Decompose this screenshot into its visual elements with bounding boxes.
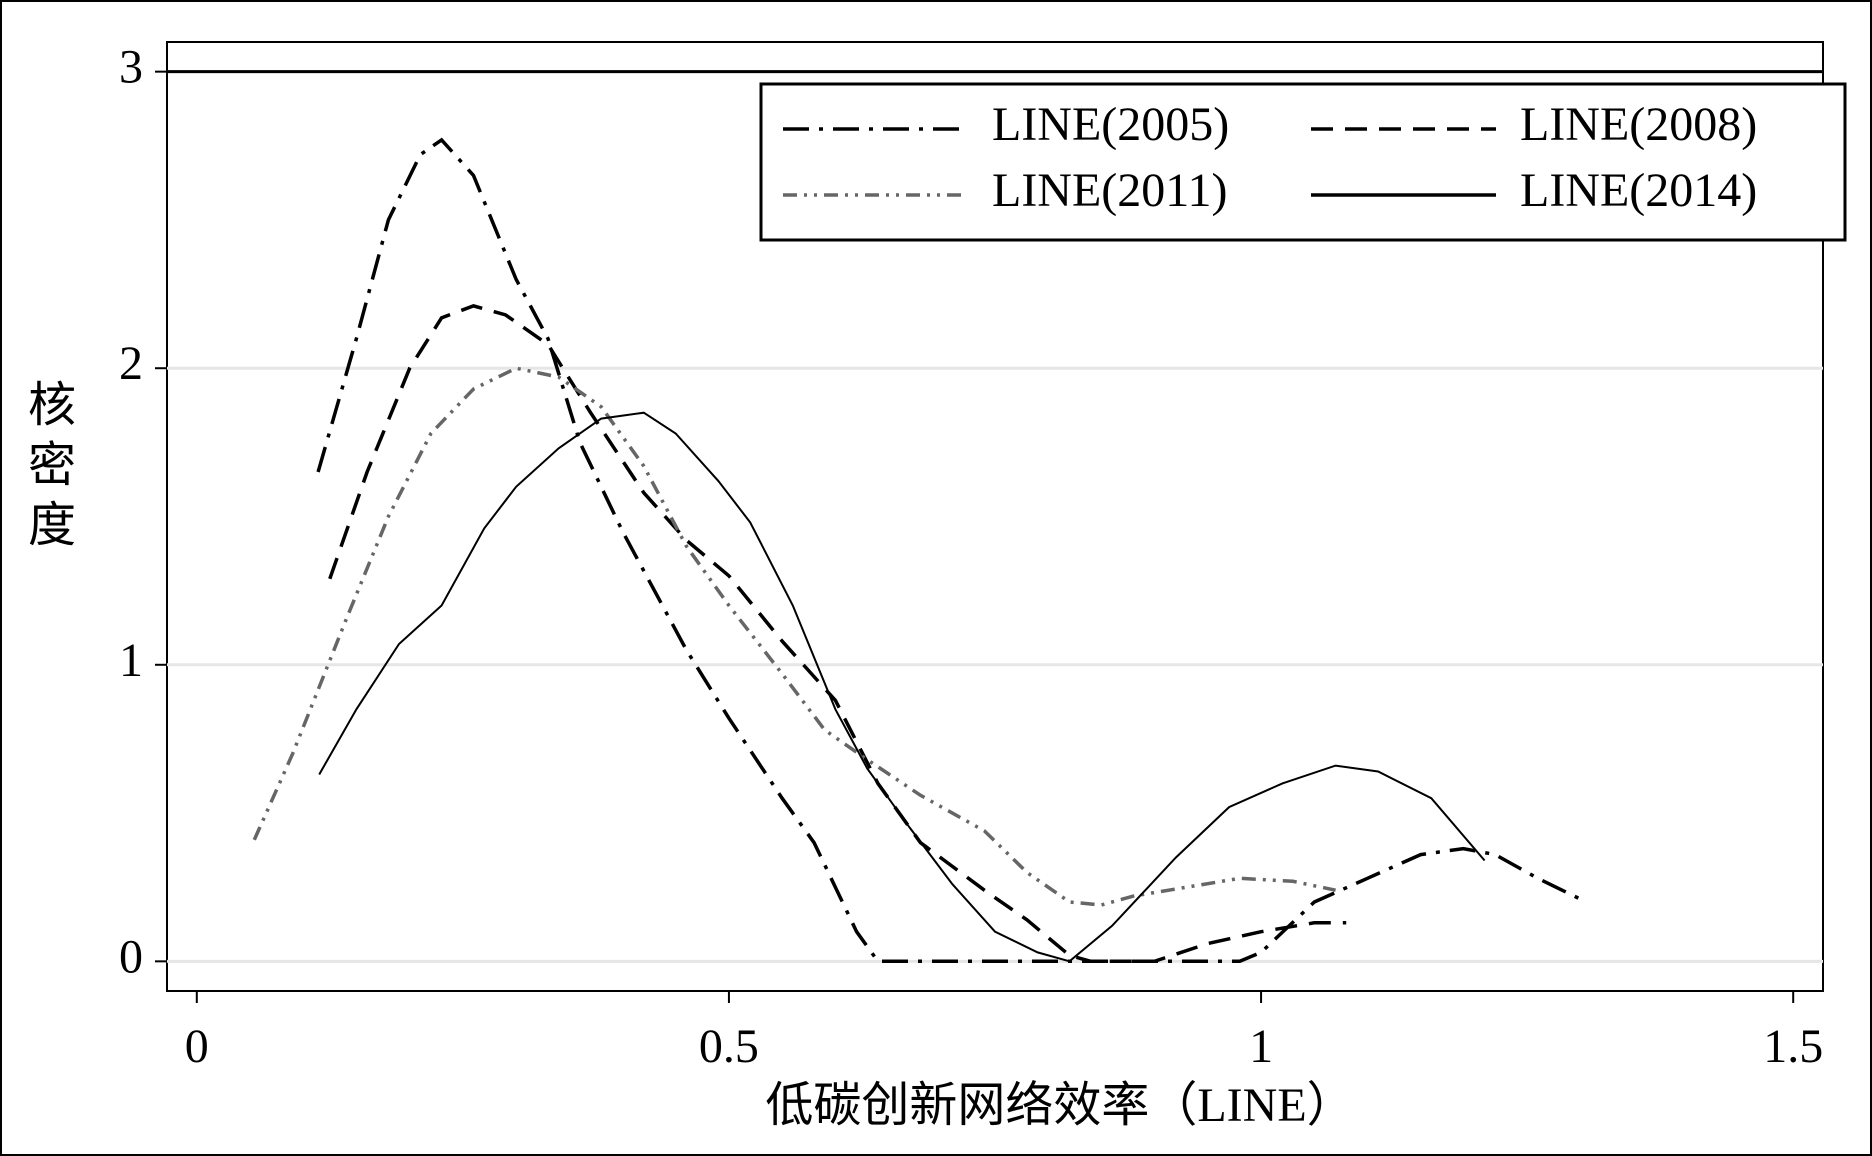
legend-label: LINE(2014) — [1520, 164, 1757, 217]
x-tick-label: 1.5 — [1763, 1020, 1823, 1073]
line-series — [316, 137, 1582, 964]
y-tick-label: 2 — [119, 337, 143, 390]
legend-label: LINE(2011) — [992, 164, 1227, 217]
x-axis-label: 低碳创新网络效率（LINE） — [765, 1079, 1354, 1132]
x-tick-label: 0 — [185, 1020, 209, 1073]
y-tick-label: 0 — [119, 930, 143, 983]
plot-frame — [166, 41, 1824, 992]
legend-label: LINE(2008) — [1520, 98, 1757, 151]
x-tick-label: 0.5 — [699, 1020, 759, 1073]
legend-box — [759, 82, 1847, 242]
line-series — [252, 366, 1336, 907]
y-tick-label: 3 — [119, 41, 143, 94]
y-tick-label: 1 — [119, 634, 143, 687]
line-series — [328, 304, 1347, 964]
legend-label: LINE(2005) — [992, 98, 1229, 151]
y-axis-label: 核密度 — [28, 379, 76, 552]
x-tick-label: 1 — [1249, 1020, 1273, 1073]
line-series — [318, 411, 1486, 963]
